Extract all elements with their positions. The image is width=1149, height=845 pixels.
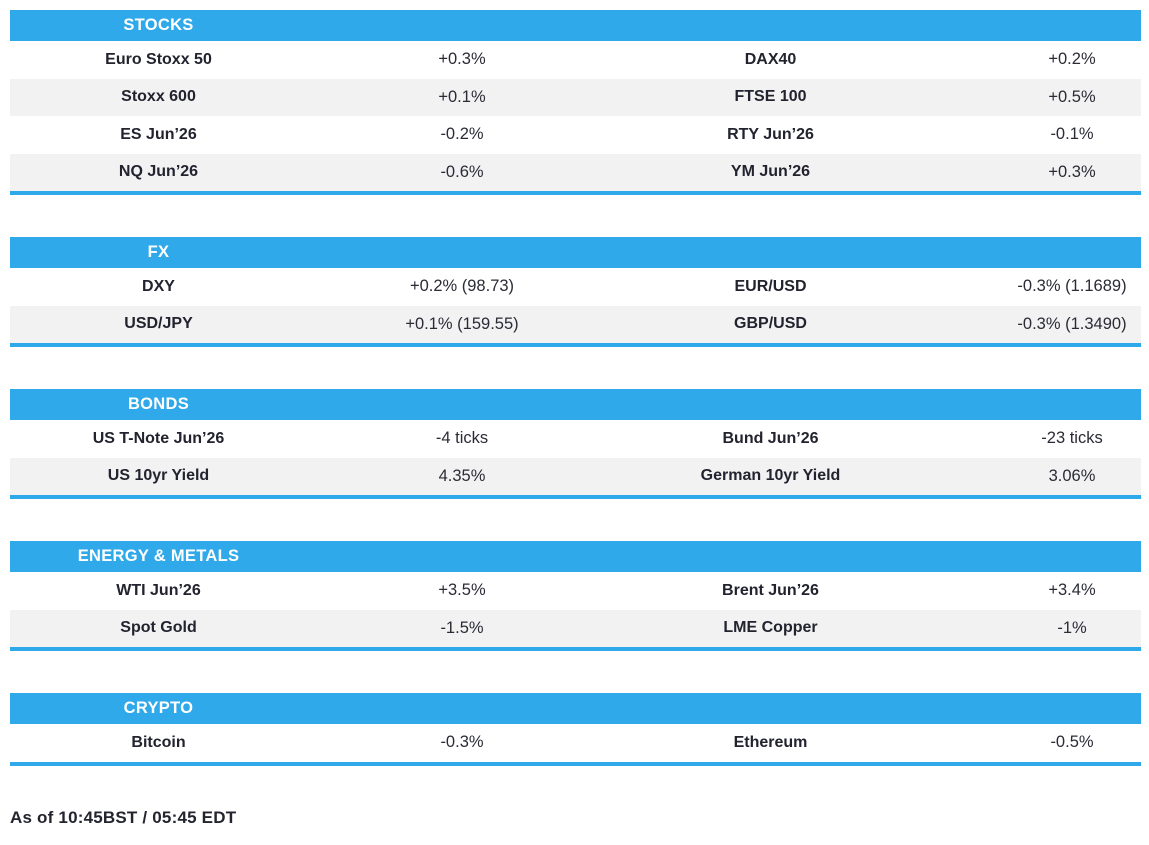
instrument-change: +0.5% <box>1048 87 1096 106</box>
instrument-change: -0.3% <box>440 733 484 752</box>
section-fx: FX DXY +0.2% (98.73) EUR/USD -0.3% (1.1689) U… <box>10 237 1141 347</box>
instrument-name: NQ Jun’26 <box>118 163 199 181</box>
table-row: Spot Gold -1.5% LME Copper -1% <box>10 609 1141 647</box>
instrument-name: Ethereum <box>733 733 808 751</box>
instrument-name: Brent Jun’26 <box>722 581 819 599</box>
section-header: ENERGY & METALS <box>10 541 1141 572</box>
instrument-change: +0.2% <box>1048 50 1096 69</box>
section-title: ENERGY & METALS <box>77 547 240 565</box>
section-energy-metals: ENERGY & METALS WTI Jun’26 +3.5% Brent Jun’… <box>10 541 1141 651</box>
instrument-change: +0.3% <box>438 50 486 69</box>
instrument-name: Euro Stoxx 50 <box>105 50 212 68</box>
section-title: STOCKS <box>123 16 194 34</box>
instrument-change: +3.4% <box>1048 581 1096 600</box>
instrument-change: -1% <box>1057 618 1087 637</box>
instrument-change: +0.1% (159.55) <box>405 314 519 333</box>
instrument-name: GBP/USD <box>734 315 807 333</box>
instrument-name: German 10yr Yield <box>700 467 841 485</box>
instrument-change: 4.35% <box>438 466 486 485</box>
instrument-change: -1.5% <box>440 618 484 637</box>
instrument-name: Bund Jun’26 <box>722 429 819 447</box>
section-header: FX <box>10 237 1141 268</box>
instrument-change: -0.3% (1.3490) <box>1017 314 1127 333</box>
instrument-change: -0.5% <box>1050 733 1094 752</box>
instrument-name: RTY Jun’26 <box>727 125 814 143</box>
instrument-name: FTSE 100 <box>734 88 807 106</box>
section-header: CRYPTO <box>10 693 1141 724</box>
instrument-name: Bitcoin <box>131 733 186 751</box>
section-header: STOCKS <box>10 10 1141 41</box>
instrument-name: Spot Gold <box>120 619 197 637</box>
instrument-name: Stoxx 600 <box>121 88 196 106</box>
instrument-change: -4 ticks <box>435 429 489 448</box>
instrument-change: +0.3% <box>1048 162 1096 181</box>
table-row: WTI Jun’26 +3.5% Brent Jun’26 +3.4% <box>10 572 1141 610</box>
instrument-change: -23 ticks <box>1041 429 1103 448</box>
instrument-name: USD/JPY <box>124 315 193 333</box>
instrument-change: +3.5% <box>438 581 486 600</box>
section-title: CRYPTO <box>123 699 194 717</box>
instrument-name: YM Jun’26 <box>730 163 811 181</box>
instrument-change: +0.2% (98.73) <box>409 277 515 296</box>
table-row: ES Jun’26 -0.2% RTY Jun’26 -0.1% <box>10 116 1141 154</box>
instrument-name: ES Jun’26 <box>120 125 197 143</box>
as-of-timestamp: As of 10:45BST / 05:45 EDT <box>10 807 237 827</box>
table-row: US 10yr Yield 4.35% German 10yr Yield 3.06% <box>10 457 1141 495</box>
instrument-name: LME Copper <box>723 619 818 637</box>
instrument-name: US 10yr Yield <box>107 467 210 485</box>
section-header: BONDS <box>10 389 1141 420</box>
table-row: Bitcoin -0.3% Ethereum -0.5% <box>10 724 1141 762</box>
table-row: NQ Jun’26 -0.6% YM Jun’26 +0.3% <box>10 153 1141 191</box>
instrument-change: -0.6% <box>440 162 484 181</box>
section-crypto: CRYPTO Bitcoin -0.3% Ethereum -0.5% <box>10 693 1141 766</box>
table-row: Stoxx 600 +0.1% FTSE 100 +0.5% <box>10 78 1141 116</box>
instrument-change: -0.1% <box>1050 125 1094 144</box>
instrument-change: +0.1% <box>438 87 486 106</box>
table-row: USD/JPY +0.1% (159.55) GBP/USD -0.3% (1.349… <box>10 305 1141 343</box>
market-table: STOCKS Euro Stoxx 50 +0.3% DAX40 +0.2% Stoxx … <box>10 10 1141 828</box>
instrument-name: US T-Note Jun’26 <box>92 429 225 447</box>
table-row: DXY +0.2% (98.73) EUR/USD -0.3% (1.1689) <box>10 268 1141 306</box>
instrument-change: -0.3% (1.1689) <box>1017 277 1127 296</box>
instrument-change: 3.06% <box>1048 466 1096 485</box>
section-stocks: STOCKS Euro Stoxx 50 +0.3% DAX40 +0.2% Stoxx … <box>10 10 1141 195</box>
table-row: US T-Note Jun’26 -4 ticks Bund Jun’26 -23 t… <box>10 420 1141 458</box>
table-row: Euro Stoxx 50 +0.3% DAX40 +0.2% <box>10 41 1141 79</box>
instrument-change: -0.2% <box>440 125 484 144</box>
instrument-name: DXY <box>142 277 175 295</box>
section-bonds: BONDS US T-Note Jun’26 -4 ticks Bund Jun’26… <box>10 389 1141 499</box>
instrument-name: EUR/USD <box>734 277 807 295</box>
section-title: FX <box>147 243 170 261</box>
instrument-name: WTI Jun’26 <box>116 581 201 599</box>
section-title: BONDS <box>127 395 190 413</box>
instrument-name: DAX40 <box>744 50 797 68</box>
